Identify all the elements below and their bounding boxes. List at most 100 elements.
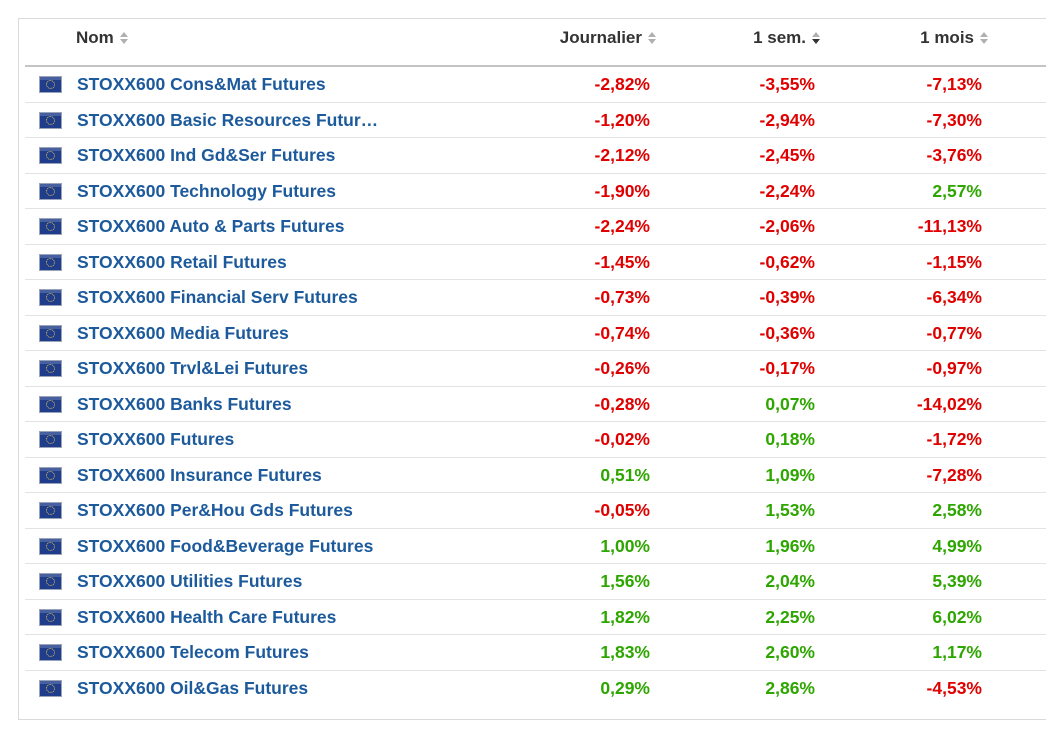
- month-change-value: -4,53%: [926, 677, 982, 698]
- day-change-value: -1,90%: [594, 180, 650, 201]
- header-divider: [25, 65, 1046, 67]
- column-header-month[interactable]: 1 mois: [920, 28, 989, 48]
- day-change-value: -0,26%: [594, 358, 650, 378]
- instrument-name-link[interactable]: STOXX600 Banks Futures: [77, 393, 292, 414]
- table-row: STOXX600 Trvl&Lei Futures -0,26% -0,17% -0,…: [25, 351, 1046, 387]
- day-change-value: -1,45%: [594, 251, 650, 272]
- eu-flag-icon: [40, 503, 61, 518]
- eu-flag-icon: [40, 680, 61, 696]
- table-row: STOXX600 Per&Hou Gds Futures -0,05% 1,53% 2…: [25, 493, 1046, 529]
- instrument-name-link[interactable]: STOXX600 Telecom Futures: [77, 642, 309, 662]
- instrument-name-link[interactable]: STOXX600 Ind Gd&Ser Futures: [77, 145, 336, 165]
- sort-arrows-icon: [980, 31, 989, 45]
- instrument-name-link[interactable]: STOXX600 Per&Hou Gds Futures: [77, 500, 353, 520]
- eu-flag-icon: [40, 112, 61, 128]
- instrument-name-link[interactable]: STOXX600 Futures: [77, 429, 235, 449]
- table-row: STOXX600 Banks Futures -0,28% 0,07% -14,02%: [25, 387, 1046, 422]
- eu-flag-icon: [40, 290, 61, 305]
- day-change-value: -2,24%: [594, 216, 650, 236]
- eu-flag-icon: [40, 325, 61, 341]
- month-change-value: -7,28%: [926, 464, 982, 485]
- week-change-value: -2,06%: [759, 216, 815, 236]
- table-row: STOXX600 Ind Gd&Ser Futures -2,12% -2,45% -…: [25, 138, 1046, 174]
- futures-table-panel: Nom Journalier 1 sem. 1 mois STOXX600 Co…: [18, 18, 1046, 720]
- instrument-name-link[interactable]: STOXX600 Trvl&Lei Futures: [77, 358, 309, 378]
- week-change-value: -3,55%: [759, 74, 815, 94]
- day-change-value: -0,74%: [594, 322, 650, 343]
- month-change-value: 2,57%: [932, 180, 982, 201]
- day-change-value: 0,51%: [600, 464, 650, 485]
- instrument-name-link[interactable]: STOXX600 Food&Beverage Futures: [77, 535, 374, 556]
- table-header-row: Nom Journalier 1 sem. 1 mois: [19, 19, 1046, 65]
- week-change-value: 0,18%: [765, 429, 815, 449]
- week-change-value: 2,60%: [765, 642, 815, 662]
- eu-flag-icon: [40, 609, 61, 625]
- month-change-value: 1,17%: [932, 642, 982, 662]
- instrument-name-link[interactable]: STOXX600 Auto & Parts Futures: [77, 216, 345, 236]
- eu-flag-icon: [40, 219, 61, 234]
- instrument-name-link[interactable]: STOXX600 Utilities Futures: [77, 571, 303, 591]
- month-change-value: -3,76%: [926, 145, 982, 165]
- week-change-value: -2,94%: [759, 109, 815, 130]
- eu-flag-icon: [40, 77, 61, 92]
- day-change-value: 1,00%: [600, 535, 650, 556]
- month-change-value: -14,02%: [916, 393, 982, 414]
- week-change-value: 1,53%: [765, 500, 815, 520]
- instrument-name-link[interactable]: STOXX600 Technology Futures: [77, 180, 336, 201]
- month-change-value: -0,97%: [926, 358, 982, 378]
- month-change-value: -1,72%: [926, 429, 982, 449]
- eu-flag-icon: [40, 183, 61, 199]
- instrument-name-link[interactable]: STOXX600 Oil&Gas Futures: [77, 677, 309, 698]
- day-change-value: 1,56%: [600, 571, 650, 591]
- week-change-value: 0,07%: [765, 393, 815, 414]
- week-change-value: 1,09%: [765, 464, 815, 485]
- instrument-name-link[interactable]: STOXX600 Basic Resources Futur…: [77, 109, 379, 130]
- month-change-value: -6,34%: [926, 287, 982, 307]
- table-row: STOXX600 Insurance Futures 0,51% 1,09% -7,2…: [25, 458, 1046, 493]
- table-row: STOXX600 Media Futures -0,74% -0,36% -0,77%: [25, 316, 1046, 351]
- month-change-value: 5,39%: [932, 571, 982, 591]
- day-change-value: -0,02%: [594, 429, 650, 449]
- column-header-daily[interactable]: Journalier: [560, 28, 657, 48]
- week-change-value: -0,17%: [759, 358, 815, 378]
- eu-flag-icon: [40, 396, 61, 412]
- day-change-value: -2,82%: [594, 74, 650, 94]
- week-change-value: -2,24%: [759, 180, 815, 201]
- month-change-value: -0,77%: [926, 322, 982, 343]
- table-row: STOXX600 Cons&Mat Futures -2,82% -3,55% -7,…: [25, 67, 1046, 103]
- column-header-week-label: 1 sem.: [753, 28, 806, 47]
- instrument-name-link[interactable]: STOXX600 Cons&Mat Futures: [77, 74, 326, 94]
- sort-arrows-icon: [812, 31, 821, 45]
- week-change-value: -0,62%: [759, 251, 815, 272]
- column-header-name[interactable]: Nom: [76, 28, 129, 48]
- month-change-value: 4,99%: [932, 535, 982, 556]
- day-change-value: -0,05%: [594, 500, 650, 520]
- instrument-name-link[interactable]: STOXX600 Media Futures: [77, 322, 289, 343]
- table-row: STOXX600 Technology Futures -1,90% -2,24% 2…: [25, 174, 1046, 209]
- table-row: STOXX600 Utilities Futures 1,56% 2,04% 5,39…: [25, 564, 1046, 600]
- eu-flag-icon: [40, 254, 61, 270]
- sort-arrows-icon: [648, 31, 657, 45]
- table-row: STOXX600 Telecom Futures 1,83% 2,60% 1,17%: [25, 635, 1046, 671]
- day-change-value: 1,82%: [600, 606, 650, 627]
- table-row: STOXX600 Auto & Parts Futures -2,24% -2,06…: [25, 209, 1046, 245]
- table-row: STOXX600 Financial Serv Futures -0,73% -0,…: [25, 280, 1046, 316]
- instrument-name-link[interactable]: STOXX600 Retail Futures: [77, 251, 287, 272]
- instrument-name-link[interactable]: STOXX600 Insurance Futures: [77, 464, 322, 485]
- eu-flag-icon: [40, 432, 61, 447]
- month-change-value: 6,02%: [932, 606, 982, 627]
- column-header-month-label: 1 mois: [920, 28, 974, 47]
- sort-arrows-icon: [119, 31, 129, 45]
- eu-flag-icon: [40, 645, 61, 660]
- table-row: STOXX600 Health Care Futures 1,82% 2,25% 6,…: [25, 600, 1046, 635]
- table-body: STOXX600 Cons&Mat Futures -2,82% -3,55% -7,…: [25, 67, 1046, 706]
- instrument-name-link[interactable]: STOXX600 Financial Serv Futures: [77, 287, 358, 307]
- day-change-value: -2,12%: [594, 145, 650, 165]
- day-change-value: 1,83%: [600, 642, 650, 662]
- table-row: STOXX600 Oil&Gas Futures 0,29% 2,86% -4,53%: [25, 671, 1046, 707]
- column-header-week[interactable]: 1 sem.: [753, 28, 821, 48]
- week-change-value: -0,36%: [759, 322, 815, 343]
- week-change-value: 2,04%: [765, 571, 815, 591]
- instrument-name-link[interactable]: STOXX600 Health Care Futures: [77, 606, 337, 627]
- eu-flag-icon: [40, 467, 61, 483]
